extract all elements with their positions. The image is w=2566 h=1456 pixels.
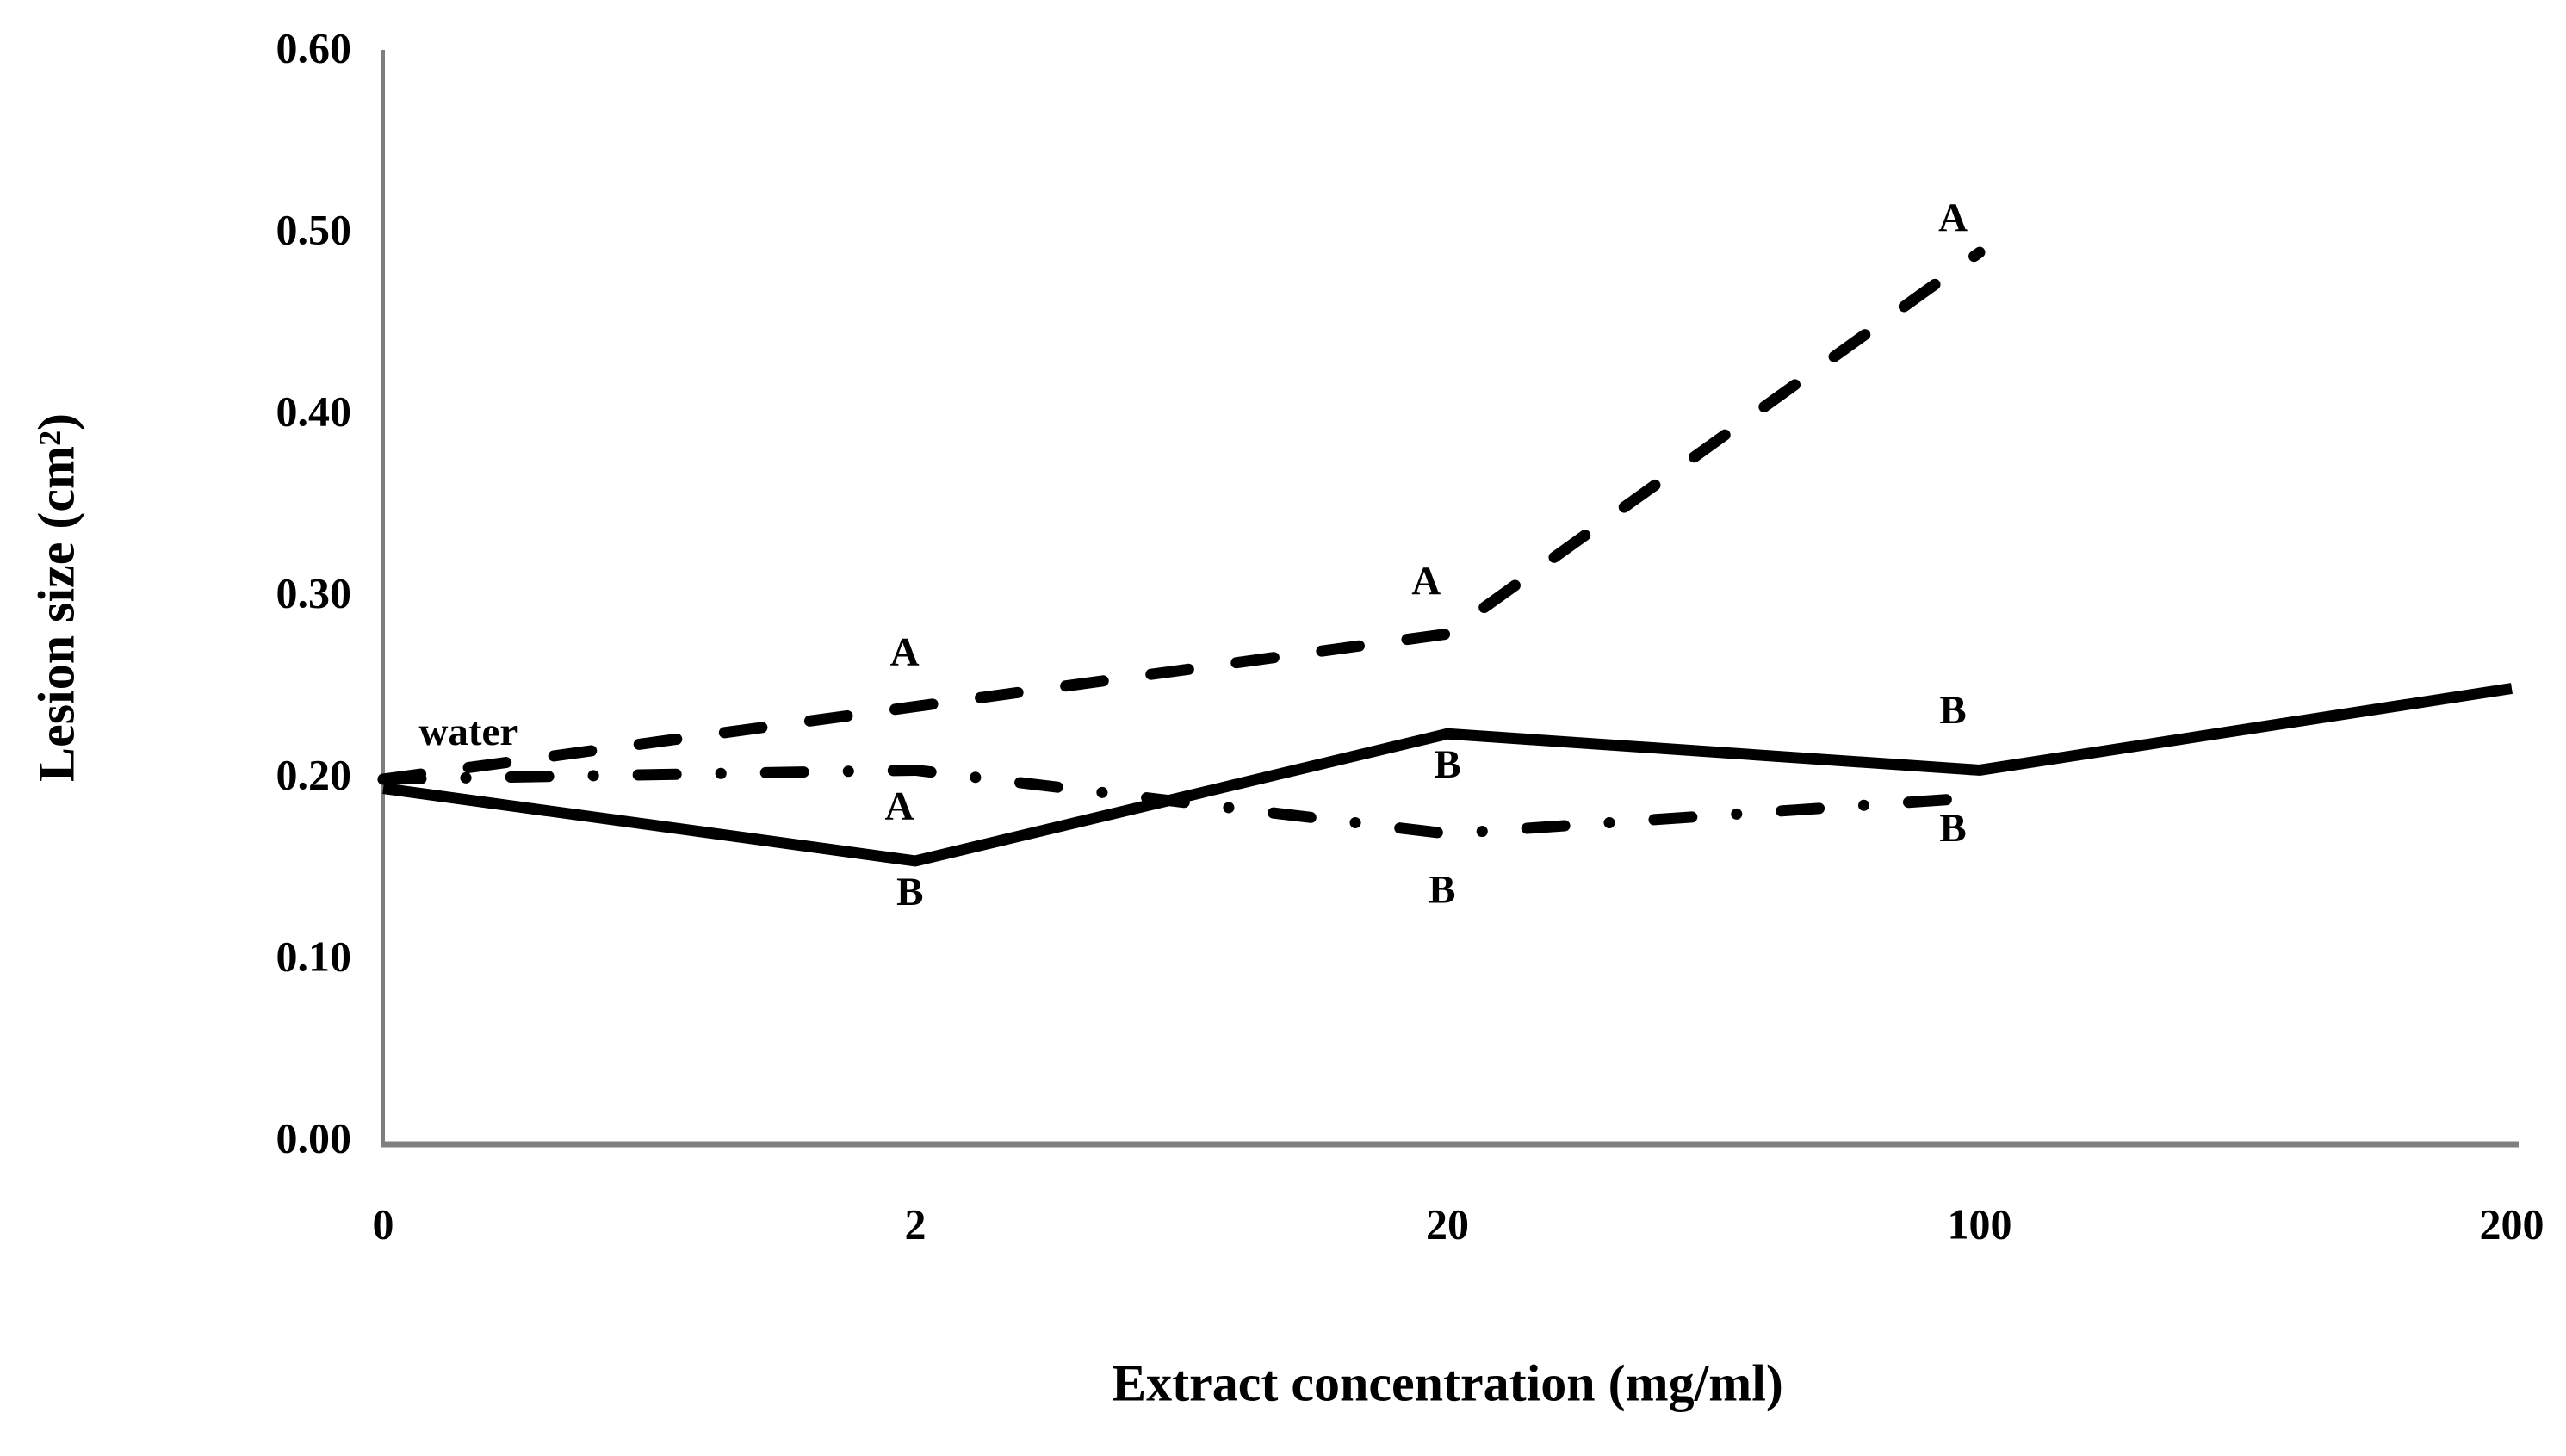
x-tick-label: 100: [1948, 1199, 2012, 1248]
y-axis-title: Lesion size (cm²): [28, 413, 85, 782]
significance-letter: A: [890, 629, 920, 674]
significance-letter: A: [884, 784, 914, 829]
significance-letter: B: [1429, 868, 1455, 913]
significance-letter: A: [1938, 195, 1968, 240]
y-tick-label: 0.10: [276, 932, 352, 980]
x-tick-label: 200: [2480, 1199, 2544, 1248]
y-tick-label: 0.40: [276, 387, 352, 435]
y-tick-label: 0.30: [276, 568, 352, 616]
significance-letter: A: [1411, 559, 1441, 604]
water-label: water: [418, 709, 518, 754]
y-tick-label: 0.50: [276, 205, 352, 253]
x-tick-label: 2: [905, 1199, 927, 1248]
x-tick-label: 20: [1426, 1199, 1469, 1248]
series-solid-line: [382, 683, 2513, 867]
y-tick-label: 0.00: [276, 1113, 352, 1162]
series-dash-dot-line: [377, 764, 1986, 840]
series-dashed-line: [377, 246, 1986, 785]
x-axis-title: Extract concentration (mg/ml): [1112, 1354, 1783, 1412]
x-tick-label: 0: [373, 1199, 394, 1248]
y-tick-label: 0.20: [276, 750, 352, 798]
significance-letter: B: [896, 870, 923, 914]
significance-letter: B: [1434, 742, 1460, 787]
significance-letter: B: [1939, 806, 1966, 851]
y-tick-label: 0.60: [276, 23, 352, 71]
significance-letter: B: [1939, 688, 1966, 733]
